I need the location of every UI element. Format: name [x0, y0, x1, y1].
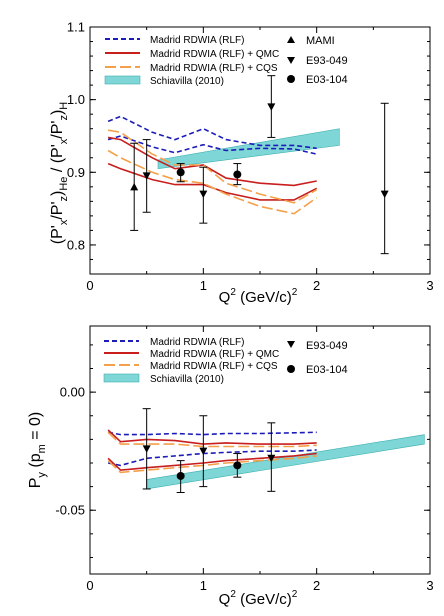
- bottom-data-point-e03-104-3: [176, 460, 185, 494]
- top-x-tick-label: 2: [313, 278, 320, 293]
- bottom-legend-e03-marker: [287, 365, 295, 373]
- top-curve-qmc-2: [107, 136, 317, 187]
- top-curve-rlf-0: [107, 115, 317, 150]
- triangle-down-marker: [199, 447, 208, 456]
- top-data-point-e03-104-5: [176, 163, 185, 183]
- top-marker-legend: MAMI E93-049 E03-104: [287, 35, 348, 86]
- top-legend-e93-marker: [287, 57, 295, 64]
- bottom-x-tick-label: 2: [313, 578, 320, 593]
- top-data-point-e93-049-2: [199, 166, 208, 224]
- bottom-points-layer: [142, 408, 276, 494]
- circle-marker: [233, 170, 242, 179]
- bottom-legend-qmc-label: Madrid RDWIA (RLF) + QMC: [150, 349, 279, 360]
- circle-marker: [176, 471, 185, 480]
- top-legend-e03-label: E03-104: [306, 74, 348, 86]
- top-x-tick-label: 0: [86, 278, 93, 293]
- bottom-plot-frame: [89, 325, 431, 575]
- triangle-down-marker: [142, 445, 151, 453]
- top-points-layer: [130, 75, 389, 255]
- circle-marker: [233, 461, 242, 470]
- circle-marker: [176, 168, 185, 177]
- bottom-legend: Madrid RDWIA (RLF) Madrid RDWIA (RLF) + …: [103, 337, 279, 385]
- top-legend-cqs-label: Madrid RDWIA (RLF) + CQS: [150, 63, 278, 74]
- bottom-x-tick-label: 1: [200, 578, 207, 593]
- top-data-point-e93-049-3: [267, 75, 276, 138]
- bottom-x-tick-label: 0: [86, 578, 93, 593]
- top-curve-cqs-4: [107, 129, 318, 204]
- top-x-tick-label: 1: [200, 278, 207, 293]
- top-y-tick-label: 0.9: [67, 165, 85, 180]
- triangle-down-marker: [267, 103, 276, 111]
- top-legend-e03-marker: [287, 75, 295, 83]
- bottom-y-axis-label: Py (pm = 0): [27, 412, 48, 488]
- svg-text:(P'x/P'z)He / (P'x/P'z)H: (P'x/P'z)He / (P'x/P'z)H: [49, 102, 70, 245]
- top-legend-mami-marker: [287, 36, 295, 43]
- bottom-legend-e93-marker: [287, 341, 295, 348]
- bottom-data-point-e93-049-2: [267, 422, 276, 492]
- top-legend-qmc-label: Madrid RDWIA (RLF) + QMC: [150, 49, 279, 60]
- bottom-legend-band-swatch: [103, 373, 140, 383]
- top-data-point-e93-049-1: [142, 139, 151, 213]
- top-legend: Madrid RDWIA (RLF) Madrid RDWIA (RLF) + …: [104, 35, 279, 87]
- triangle-down-marker: [142, 172, 151, 180]
- top-x-tick-label: 3: [426, 278, 433, 293]
- bottom-curve-rlf-0: [107, 431, 317, 436]
- bottom-legend-band-label: Schiavilla (2010): [150, 374, 224, 385]
- top-legend-e93-label: E93-049: [306, 55, 348, 67]
- top-legend-mami-label: MAMI: [306, 35, 335, 47]
- top-data-point-e03-104-6: [233, 163, 242, 186]
- bottom-curve-qmc-2: [107, 429, 317, 445]
- bottom-legend-e93-label: E93-049: [306, 340, 348, 352]
- bottom-data-point-e93-049-1: [199, 415, 208, 488]
- top-legend-band-label: Schiavilla (2010): [150, 76, 224, 87]
- top-curve-cqs-5: [107, 149, 318, 215]
- top-legend-rlf-label: Madrid RDWIA (RLF): [150, 35, 244, 46]
- top-data-point-e93-049-4: [380, 102, 389, 255]
- bottom-legend-cqs-label: Madrid RDWIA (RLF) + CQS: [150, 361, 278, 372]
- bottom-legend-rlf-label: Madrid RDWIA (RLF): [150, 337, 244, 348]
- triangle-down-marker: [267, 454, 276, 463]
- top-ticks-layer: 0 1 2 3 0.8 0.9 1.0 1.1: [67, 20, 434, 294]
- top-y-tick-label: 1.0: [67, 92, 85, 107]
- triangle-up-marker: [130, 182, 139, 191]
- top-curve-qmc-3: [107, 162, 318, 201]
- top-chart-panel: 0 1 2 3 0.8 0.9 1.0 1.1 Madrid RDWIA (RLF) Madr…: [49, 20, 434, 307]
- top-y-tick-label: 1.1: [67, 20, 85, 35]
- top-legend-band-swatch: [104, 75, 141, 85]
- bottom-legend-e03-label: E03-104: [306, 364, 348, 376]
- svg-text:Py (pm = 0): Py (pm = 0): [27, 412, 48, 488]
- top-curves-layer: [107, 115, 318, 215]
- top-y-tick-label: 0.8: [67, 237, 85, 252]
- bottom-chart-panel: 0 1 2 3 0.00 -0.05 Madrid RDWIA (RLF) Madrid …: [27, 325, 434, 608]
- bottom-marker-legend: E93-049 E03-104: [287, 340, 348, 376]
- triangle-down-marker: [380, 190, 389, 199]
- top-data-point-mami-0: [130, 142, 139, 231]
- top-y-axis-label: (P'x/P'z)He / (P'x/P'z)H: [49, 102, 70, 245]
- bottom-y-tick-label: -0.05: [55, 503, 85, 518]
- triangle-down-marker: [199, 190, 208, 199]
- bottom-x-tick-label: 3: [426, 578, 433, 593]
- top-plot-frame: [89, 26, 431, 275]
- bottom-data-point-e93-049-0: [142, 408, 151, 490]
- bottom-y-tick-label: 0.00: [60, 385, 85, 400]
- bottom-data-point-e03-104-4: [233, 453, 242, 478]
- top-x-axis-label: Q2 (GeV/c)2: [219, 287, 298, 306]
- bottom-x-axis-label: Q2 (GeV/c)2: [219, 589, 298, 608]
